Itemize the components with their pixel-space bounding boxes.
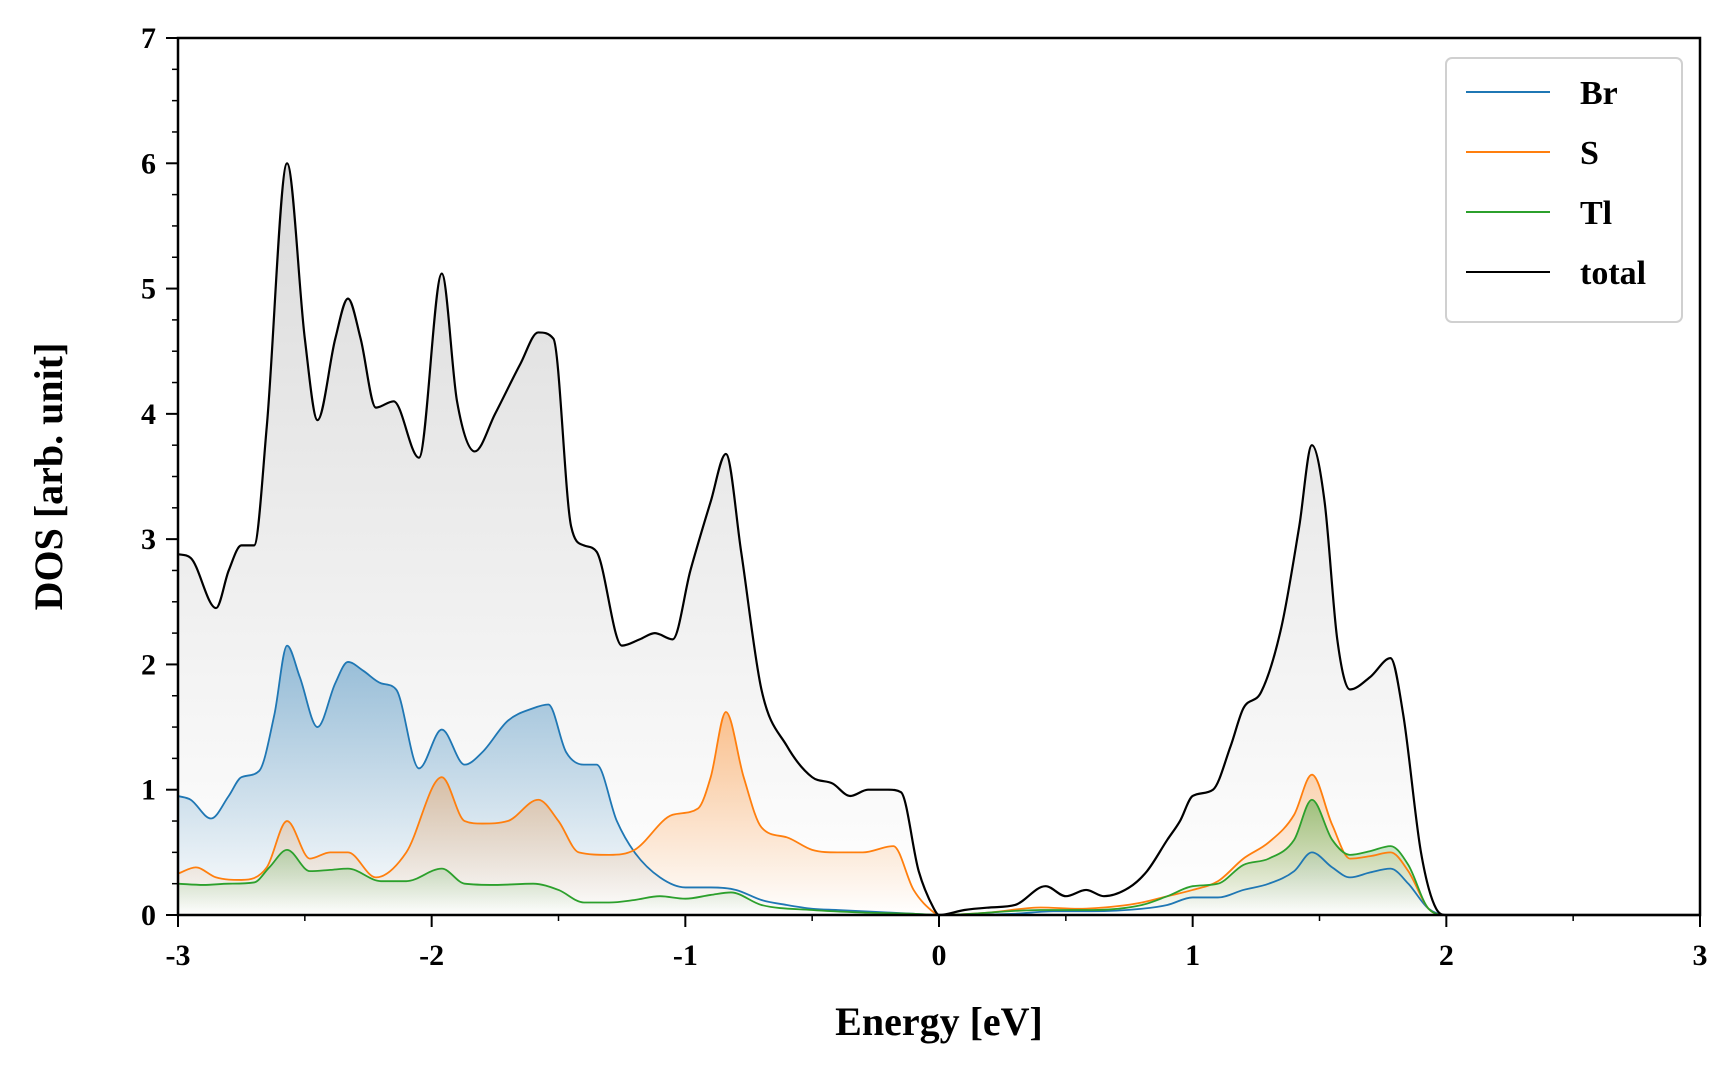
legend-label-br: Br	[1580, 75, 1618, 112]
x-axis-ticks: -3 -2 -1 0 1 2 3	[166, 915, 1708, 972]
x-tick-label: -2	[419, 939, 444, 972]
y-tick-label: 1	[141, 774, 156, 807]
line-br	[177, 644, 1700, 916]
y-axis-ticks: 0 1 2 3 4 5 6 7	[141, 22, 178, 932]
line-total	[177, 162, 1700, 917]
x-tick-label: 1	[1185, 939, 1200, 972]
x-tick-label: 0	[932, 939, 947, 972]
series-lines	[177, 162, 1700, 917]
y-tick-label: 2	[141, 648, 156, 681]
y-tick-label: 0	[141, 899, 156, 932]
y-tick-label: 6	[141, 147, 156, 180]
y-axis-label: DOS [arb. unit]	[26, 343, 71, 611]
y-tick-label: 5	[141, 273, 156, 306]
x-tick-label: -1	[673, 939, 698, 972]
legend-label-s: S	[1580, 135, 1599, 172]
y-tick-label: 7	[141, 22, 156, 55]
line-s	[177, 711, 1700, 916]
y-tick-label: 3	[141, 523, 156, 556]
x-tick-label: 2	[1439, 939, 1454, 972]
legend-frame	[1445, 57, 1683, 323]
legend-label-total: total	[1580, 255, 1646, 292]
legend-label-tl: Tl	[1580, 195, 1612, 232]
fill-tl	[178, 799, 1700, 915]
line-tl	[177, 798, 1700, 916]
x-axis-label: Energy [eV]	[835, 999, 1043, 1044]
legend: Br S Tl total	[1445, 57, 1683, 323]
x-tick-label: 3	[1693, 939, 1708, 972]
y-tick-label: 4	[141, 398, 156, 431]
x-tick-label: -3	[166, 939, 191, 972]
